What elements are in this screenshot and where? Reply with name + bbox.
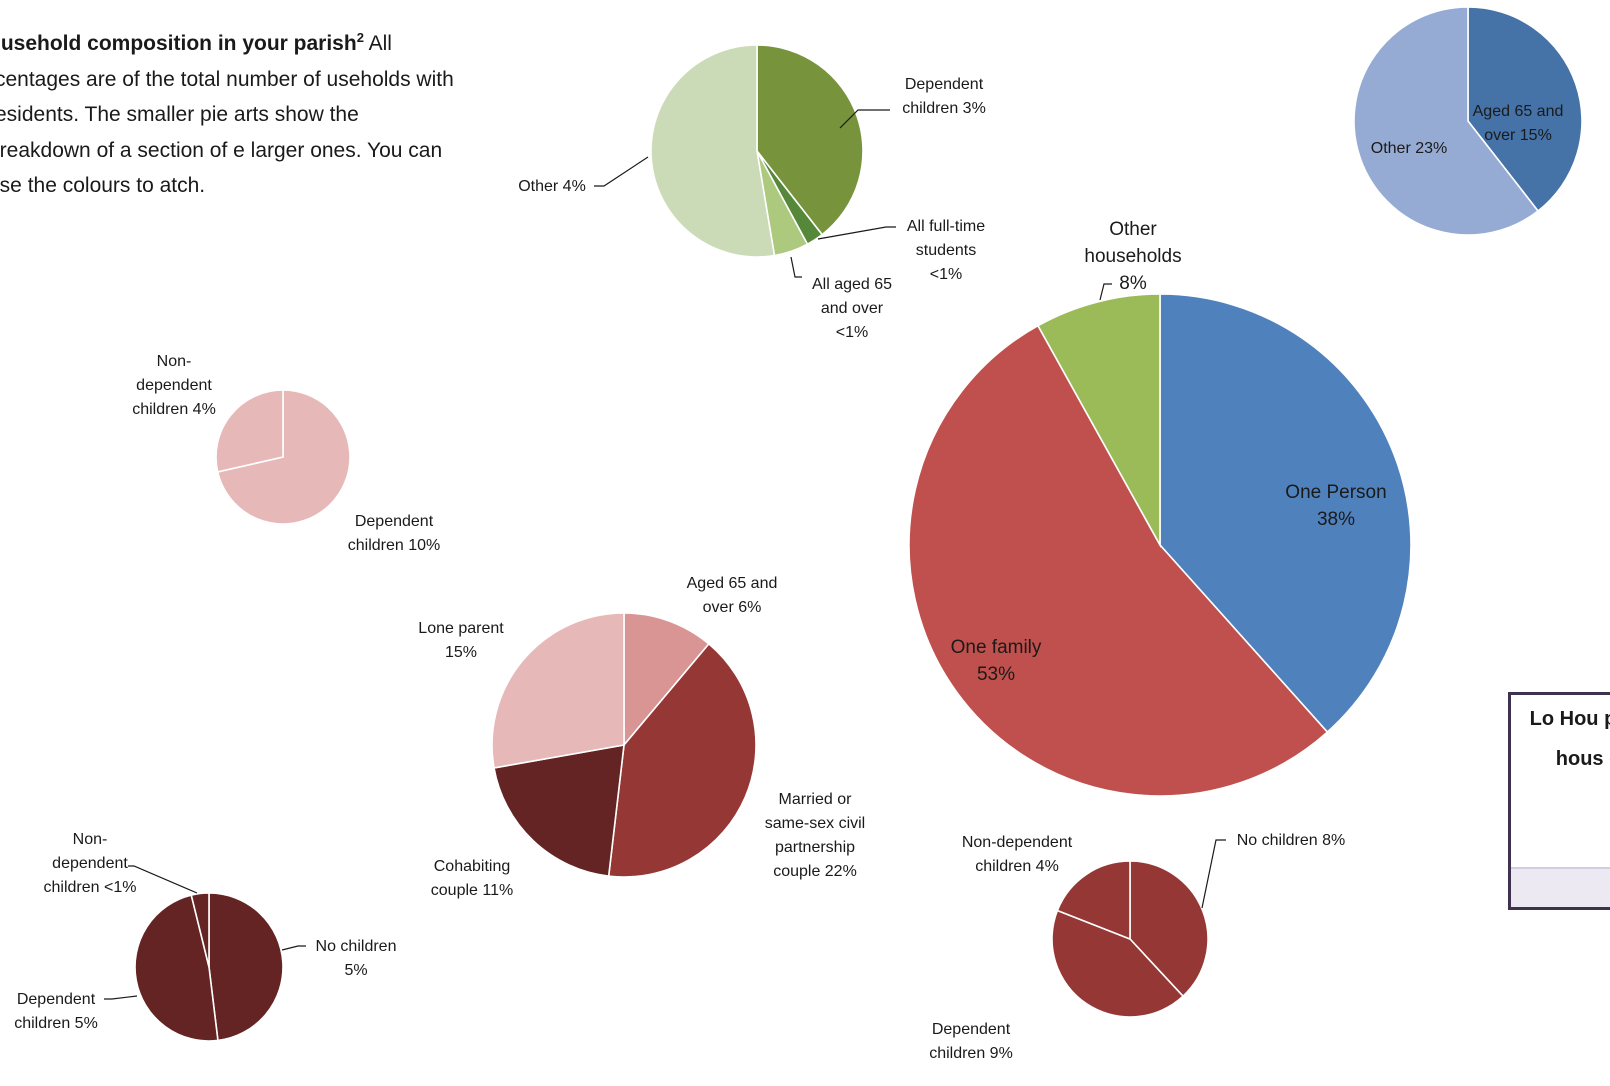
other-households-label-2: All aged 65 and over <1% xyxy=(812,276,892,341)
intro-text: ousehold composition in your parish2 All… xyxy=(0,20,458,204)
other-households-label-0: Dependent children 3% xyxy=(902,76,986,117)
main-label-0: One Person 38% xyxy=(1285,482,1386,530)
main-label-2: Other households 8% xyxy=(1084,219,1181,294)
lone-parent-slice-0 xyxy=(216,389,351,525)
cohabiting-label-0: No children 5% xyxy=(316,938,397,979)
info-box-text: Lo Hou perc hous c xyxy=(1529,708,1610,770)
one-family-label-1: Married or same-sex civil partnership coupl… xyxy=(765,791,865,880)
one-family-label-0: Aged 65 and over 6% xyxy=(687,575,778,616)
main-label-1: One family 53% xyxy=(951,637,1042,685)
other-households-label-3: Other 4% xyxy=(518,178,586,195)
intro-body: All rcentages are of the total number of… xyxy=(0,32,454,197)
cohabiting-slice-1 xyxy=(134,894,219,1042)
married-leader-0 xyxy=(1201,839,1226,909)
cohabiting-slice-2 xyxy=(190,892,210,968)
other-households-leader-0 xyxy=(839,109,890,129)
one-person-label-1: Other 23% xyxy=(1371,140,1447,157)
pie-slices xyxy=(134,6,1583,1042)
married-label-1: Dependent children 9% xyxy=(929,1021,1013,1062)
married-slice-1 xyxy=(1051,909,1185,1018)
pie-labels: One Person 38% One family 53% Other household… xyxy=(14,76,1563,1062)
other-households-leader-2 xyxy=(790,256,802,278)
cohabiting-leader-0 xyxy=(281,945,306,951)
one-person-label-0: Aged 65 and over 15% xyxy=(1473,103,1564,144)
info-box-bar xyxy=(1511,867,1610,907)
cohabiting-label-2: Non-dependent children <1% xyxy=(44,831,137,896)
main-slice-1 xyxy=(908,324,1329,797)
one-person-slice-0 xyxy=(1467,6,1583,213)
leader-lines xyxy=(104,109,1226,1000)
lone-parent-slice-1 xyxy=(215,389,284,473)
other-households-slice-3 xyxy=(650,44,776,258)
one-family-slice-3 xyxy=(491,612,625,769)
other-households-leader-1 xyxy=(817,226,896,240)
main-leader-2 xyxy=(1099,283,1112,301)
info-box: Lo Hou perc hous c xyxy=(1508,692,1610,910)
lone-parent-label-1: Non-dependent children 4% xyxy=(132,353,216,418)
married-slice-0 xyxy=(1129,860,1209,998)
one-family-slice-1 xyxy=(607,642,757,878)
one-family-label-2: Cohabiting couple 11% xyxy=(431,858,513,899)
married-label-0: No children 8% xyxy=(1237,832,1346,849)
other-households-label-1: All full-time students <1% xyxy=(907,218,985,283)
married-label-2: Non-dependent children 4% xyxy=(962,834,1073,875)
intro-superscript: 2 xyxy=(356,30,364,45)
one-family-slice-2 xyxy=(493,744,625,877)
other-households-leader-3 xyxy=(594,156,649,187)
intro-title: ousehold composition in your parish xyxy=(0,32,357,55)
cohabiting-label-1: Dependent children 5% xyxy=(14,991,98,1032)
one-family-slice-0 xyxy=(623,612,710,748)
cohabiting-leader-2 xyxy=(128,865,198,894)
other-households-slice-0 xyxy=(756,44,864,236)
cohabiting-leader-1 xyxy=(104,995,138,1000)
cohabiting-slice-0 xyxy=(208,892,284,1042)
lone-parent-label-0: Dependent children 10% xyxy=(348,513,441,554)
main-slice-2 xyxy=(1036,293,1161,549)
one-family-label-3: Lone parent 15% xyxy=(418,620,504,661)
married-slice-2 xyxy=(1056,860,1131,941)
one-person-slice-1 xyxy=(1353,6,1540,236)
main-slice-0 xyxy=(1159,293,1412,734)
